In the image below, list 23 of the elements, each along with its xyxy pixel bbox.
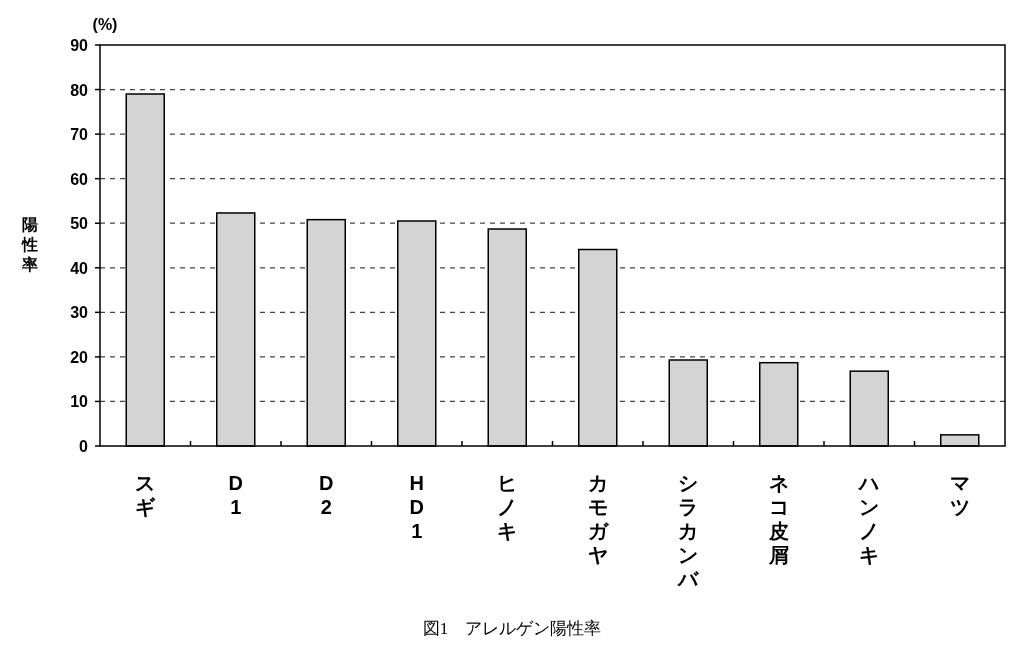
x-tick-label: カモガヤ — [587, 472, 610, 566]
y-tick-label: 50 — [70, 215, 89, 233]
x-tick-label: シラカンバ — [677, 472, 701, 590]
text: (%) — [92, 16, 118, 33]
x-tick-label: ネコ皮屑 — [767, 472, 789, 566]
x-tick-label: スギ — [135, 472, 157, 518]
y-tick-label: 20 — [70, 348, 89, 366]
y-tick-label: 0 — [79, 438, 89, 455]
x-tick-label: マツ — [949, 472, 970, 518]
y-tick-label: 40 — [70, 259, 89, 277]
x-tick-label: ハンノキ — [857, 472, 880, 566]
y-tick-label: 70 — [70, 126, 89, 144]
y-tick-label: 60 — [70, 170, 89, 188]
x-tick-label: D1 — [228, 472, 243, 518]
y-axis-title: 陽性率 — [21, 216, 38, 273]
y-tick-label: 10 — [70, 393, 89, 411]
x-tick-label: D2 — [319, 472, 334, 518]
y-tick-label: 30 — [70, 304, 89, 322]
y-tick-label: 80 — [70, 81, 89, 99]
x-tick-label: HD1 — [409, 472, 424, 542]
text: 図1 アレルゲン陽性率 — [422, 619, 602, 638]
y-tick-label: 90 — [70, 37, 89, 54]
x-tick-label: ヒノキ — [497, 472, 518, 542]
